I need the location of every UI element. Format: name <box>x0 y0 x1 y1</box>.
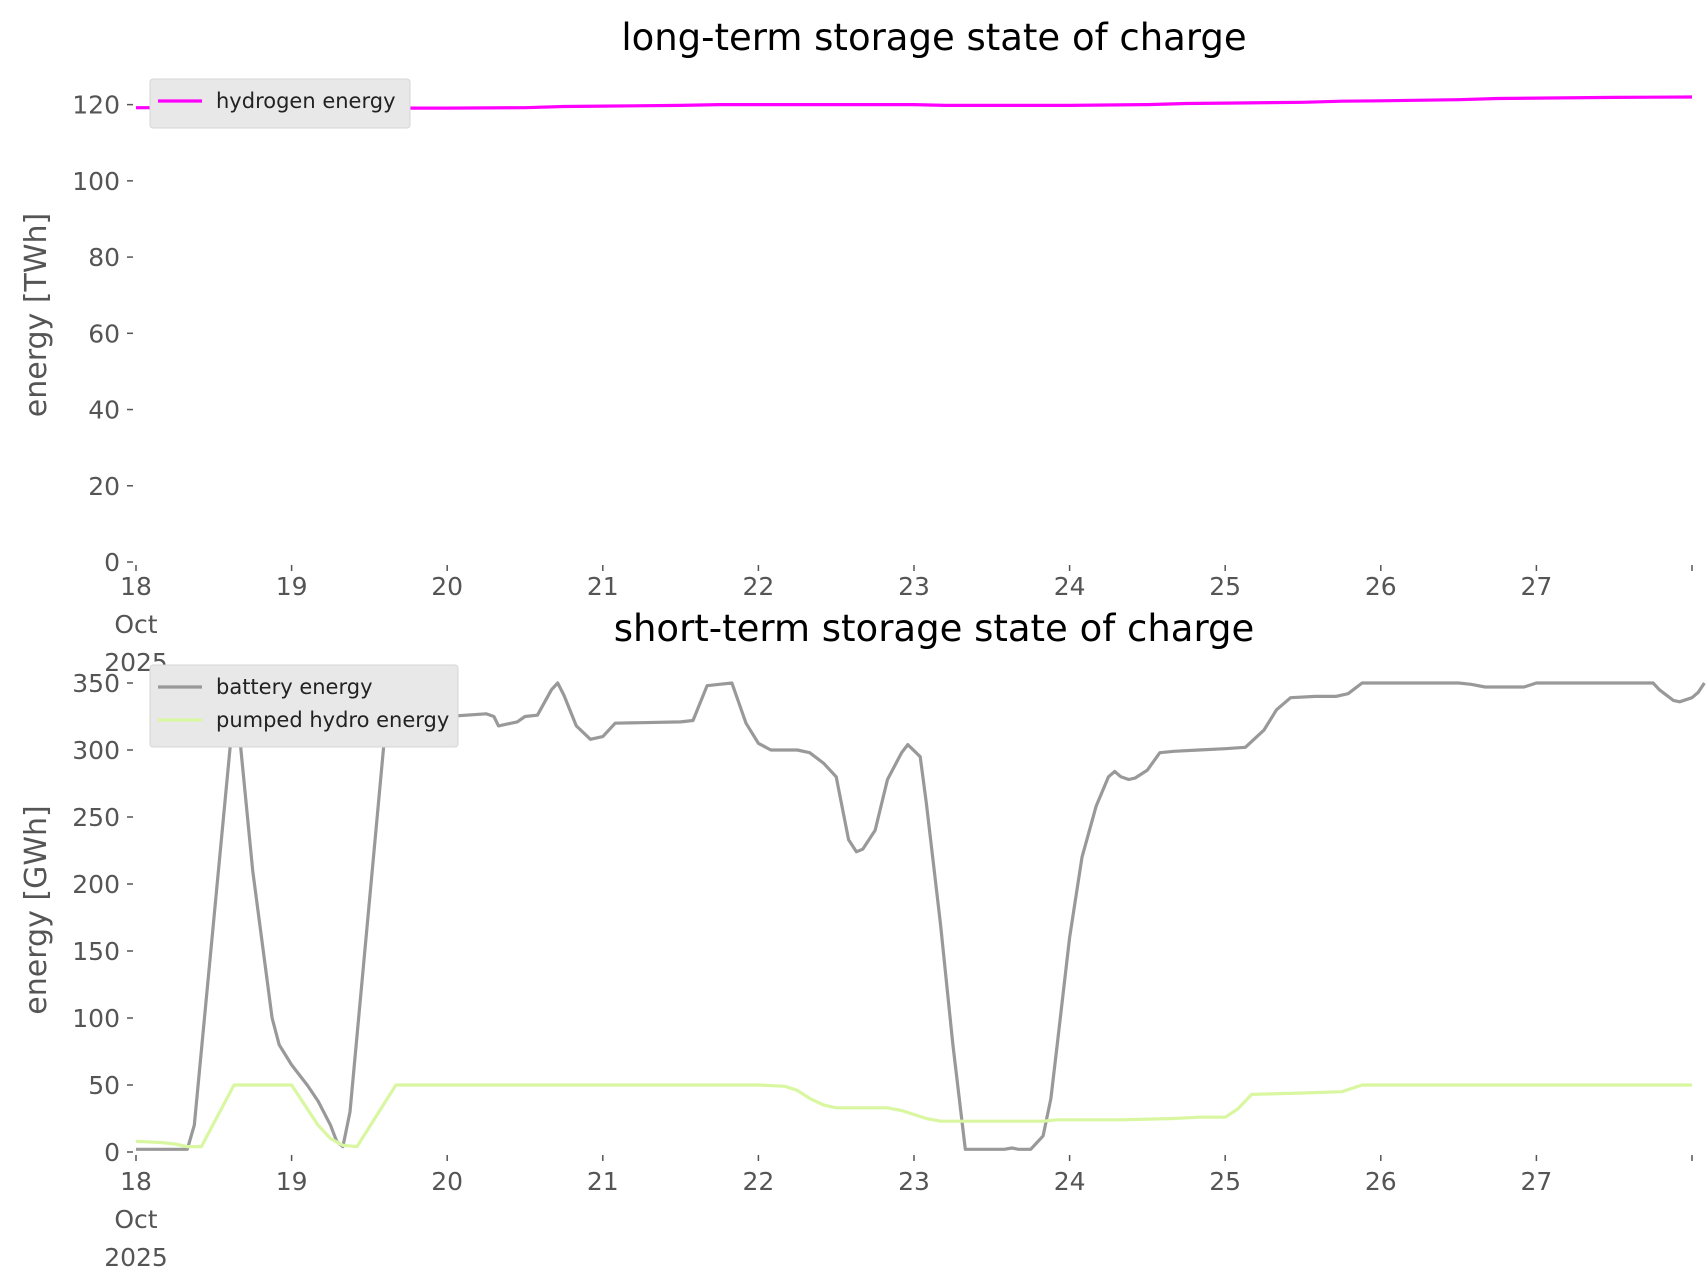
x-tick-label: 24 <box>1054 572 1086 601</box>
chart-panel-1: long-term storage state of charge energy … <box>19 16 1693 677</box>
legend-box <box>149 664 459 748</box>
y-tick-label: 50 <box>88 1071 120 1100</box>
x-tick-label: 23 <box>898 572 930 601</box>
chart-title: long-term storage state of charge <box>621 16 1246 59</box>
series-line-hydrogen-energy <box>136 95 1693 110</box>
y-tick-label: 350 <box>72 669 120 698</box>
legend-box <box>149 78 411 129</box>
y-tick-label: 60 <box>88 319 120 348</box>
y-tick-label: 200 <box>72 870 120 899</box>
x-tick-label: 20 <box>431 572 463 601</box>
x-tick-label: 22 <box>742 1167 774 1196</box>
x-tick-label: 26 <box>1365 1167 1397 1196</box>
legend-label: hydrogen energy <box>216 89 396 113</box>
legend-label: battery energy <box>216 675 373 699</box>
y-axis-label: energy [GWh] <box>19 805 54 1014</box>
y-tick-label: 40 <box>88 396 120 425</box>
y-tick-label: 100 <box>72 1004 120 1033</box>
y-tick-label: 0 <box>104 548 120 577</box>
chart-panel-2: short-term storage state of charge energy… <box>19 607 1706 1272</box>
y-tick-label: 150 <box>72 937 120 966</box>
y-tick-label: 120 <box>72 91 120 120</box>
y-tick-label: 100 <box>72 167 120 196</box>
x-tick-label: 20 <box>431 1167 463 1196</box>
y-tick-label: 20 <box>88 472 120 501</box>
y-axis-label: energy [TWh] <box>19 213 54 417</box>
x-tick-label: 22 <box>742 572 774 601</box>
x-tick-label: 27 <box>1520 572 1552 601</box>
x-tick-label: 23 <box>898 1167 930 1196</box>
x-tick-label: 24 <box>1054 1167 1086 1196</box>
x-tick-label: 25 <box>1209 1167 1241 1196</box>
x-tick-label: 18 Oct 2025 <box>104 1167 168 1272</box>
legend-label: pumped hydro energy <box>216 708 449 732</box>
x-tick-label: 19 <box>276 1167 308 1196</box>
y-tick-label: 0 <box>104 1138 120 1167</box>
x-tick-label: 25 <box>1209 572 1241 601</box>
x-tick-label: 18 Oct 2025 <box>104 572 168 677</box>
x-tick-label: 19 <box>276 572 308 601</box>
series-line-battery-energy <box>136 681 1706 1151</box>
x-tick-label: 21 <box>587 572 619 601</box>
y-tick-label: 250 <box>72 803 120 832</box>
y-tick-label: 80 <box>88 243 120 272</box>
x-tick-label: 21 <box>587 1167 619 1196</box>
series-line-pumped-hydro-energy <box>135 1083 1692 1149</box>
y-tick-label: 300 <box>72 736 120 765</box>
x-tick-label: 27 <box>1520 1167 1552 1196</box>
chart-title: short-term storage state of charge <box>614 607 1255 650</box>
x-tick-label: 26 <box>1365 572 1397 601</box>
